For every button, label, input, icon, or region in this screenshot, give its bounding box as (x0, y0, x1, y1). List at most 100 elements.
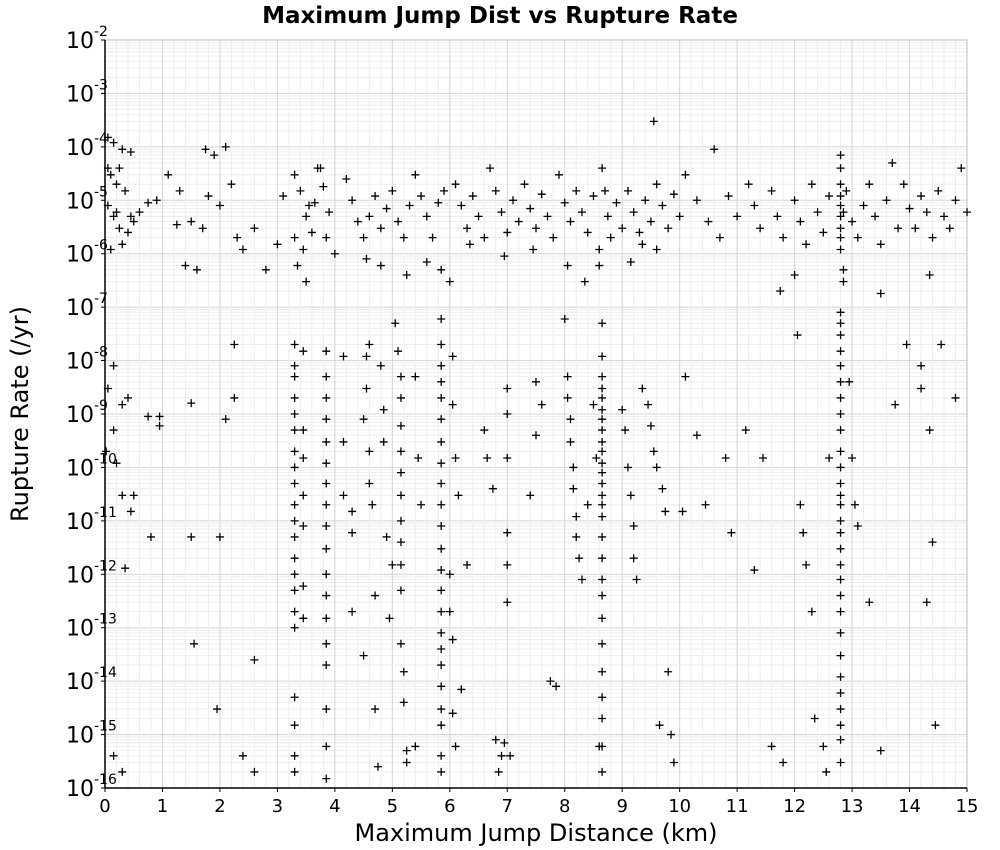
data-point (641, 196, 650, 205)
data-point (779, 233, 788, 242)
data-point (546, 677, 555, 686)
y-tick-exponent: -9 (94, 398, 108, 414)
data-point (865, 598, 874, 607)
chart-title: Maximum Jump Dist vs Rupture Rate (262, 3, 738, 29)
data-point (480, 233, 489, 242)
data-point (744, 180, 753, 189)
data-point (595, 261, 604, 270)
data-point (437, 479, 446, 488)
data-point (290, 500, 299, 509)
data-point (845, 377, 854, 386)
data-point (598, 575, 607, 584)
data-point (109, 426, 118, 435)
data-point (793, 331, 802, 340)
data-point (836, 212, 845, 221)
data-point (279, 192, 288, 201)
data-point (497, 751, 506, 760)
data-point (129, 217, 138, 226)
data-point (457, 201, 466, 210)
data-point (554, 170, 563, 179)
data-point (560, 198, 569, 207)
data-point (302, 277, 311, 286)
data-point (500, 252, 509, 261)
data-point (652, 180, 661, 189)
data-point (836, 628, 845, 637)
x-tick-label: 8 (559, 796, 570, 817)
data-point (448, 400, 457, 409)
data-point (931, 721, 940, 730)
data-point (836, 500, 845, 509)
data-point (112, 459, 121, 468)
data-point (437, 415, 446, 424)
data-point (566, 437, 575, 446)
y-tick-exponent: -15 (94, 719, 117, 735)
data-point (836, 560, 845, 569)
data-point (290, 586, 299, 595)
y-tick-exponent: -6 (94, 238, 108, 254)
data-point (290, 410, 299, 418)
data-point (836, 331, 845, 340)
data-point (126, 212, 135, 221)
data-point (790, 270, 799, 279)
data-point (839, 277, 848, 286)
data-point (917, 361, 926, 370)
data-point (704, 217, 713, 226)
data-point (362, 384, 371, 393)
data-point (362, 352, 371, 361)
data-point (836, 192, 845, 201)
data-point (836, 758, 845, 767)
data-point (566, 415, 575, 424)
data-point (422, 212, 431, 221)
data-point (598, 479, 607, 488)
data-point (322, 479, 331, 488)
data-point (330, 249, 339, 258)
data-point (850, 500, 859, 509)
data-point (626, 491, 635, 500)
data-point (451, 454, 460, 463)
data-point (503, 228, 512, 237)
data-point (899, 180, 908, 189)
data-point (741, 426, 750, 435)
data-point (598, 415, 607, 424)
y-tick-exponent: -8 (94, 345, 108, 361)
data-point (598, 693, 607, 702)
data-point (290, 623, 299, 632)
data-point (951, 393, 960, 402)
data-point (187, 217, 196, 226)
data-point (503, 384, 512, 393)
data-point (598, 554, 607, 563)
data-point (448, 352, 457, 361)
data-point (767, 186, 776, 195)
data-point (437, 566, 446, 575)
data-point (836, 410, 845, 418)
data-point (598, 614, 607, 623)
data-point (632, 575, 641, 584)
data-point (396, 468, 405, 477)
data-point (126, 148, 135, 157)
data-point (437, 437, 446, 446)
data-point (934, 186, 943, 195)
data-point (126, 507, 135, 516)
data-point (290, 751, 299, 760)
data-point (299, 347, 308, 356)
data-point (417, 500, 426, 509)
data-point (661, 507, 670, 516)
data-point (836, 151, 845, 160)
data-point (598, 352, 607, 361)
data-point (250, 655, 259, 664)
data-point (589, 400, 598, 409)
y-tick-exponent: -5 (94, 184, 108, 200)
data-point (322, 570, 331, 579)
data-point (437, 721, 446, 730)
data-point (437, 393, 446, 402)
data-point (598, 714, 607, 723)
x-tick-label: 0 (99, 796, 110, 817)
data-point (836, 575, 845, 584)
data-point (396, 421, 405, 430)
x-tick-label: 11 (726, 796, 749, 817)
data-point (664, 667, 673, 676)
data-point (192, 265, 201, 274)
data-point (836, 688, 845, 697)
x-tick-label: 15 (956, 796, 979, 817)
x-tick-label: 10 (668, 796, 691, 817)
